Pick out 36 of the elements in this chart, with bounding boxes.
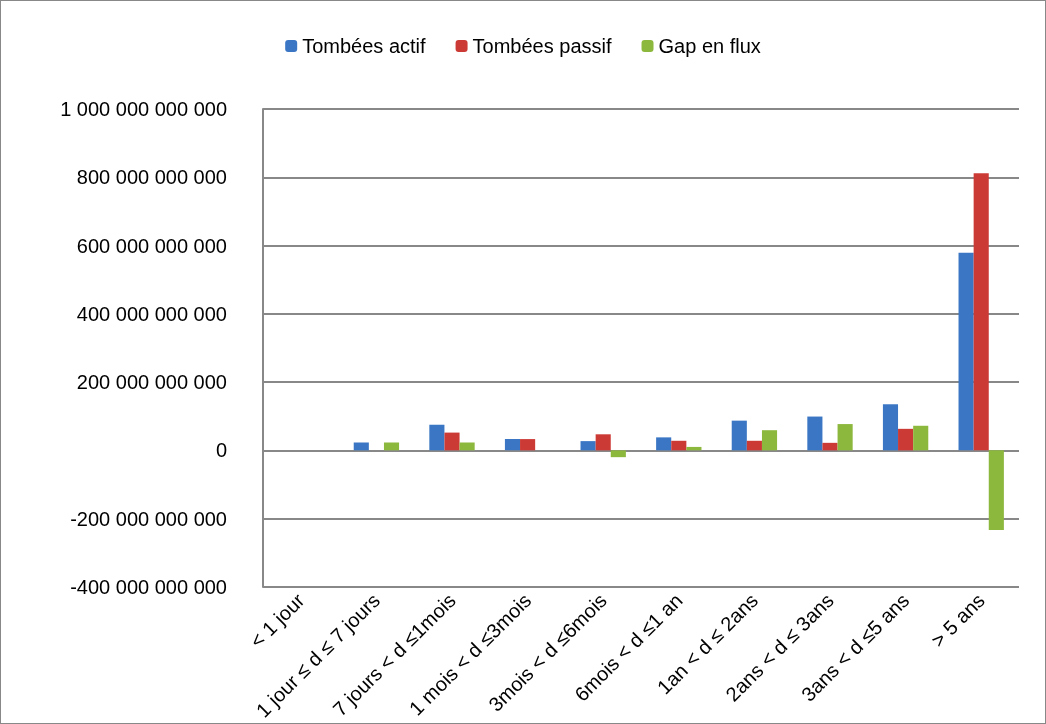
bar [671,440,687,451]
bar [580,441,596,451]
y-tick-label: 800 000 000 000 [76,166,227,189]
bar [761,430,778,451]
y-tick-label: -200 000 000 000 [70,507,227,530]
bar [383,442,400,451]
bar [807,416,823,451]
y-tick-label: 600 000 000 000 [76,234,227,257]
bar [837,424,853,451]
bar [913,425,929,451]
y-tick-label: 1 000 000 000 000 [60,98,227,120]
bar [520,439,536,451]
bar [353,442,369,451]
bar [504,439,521,451]
y-tick-label: 0 [215,439,227,462]
legend-label: Tombées actif [302,35,427,57]
bar [746,440,762,451]
bar [429,424,445,451]
x-tick-label: > 5 ans [926,589,989,652]
bar [731,420,747,451]
bar [898,428,914,451]
y-tick-label: -400 000 000 000 [70,575,227,598]
bar [595,434,611,451]
bar [973,173,989,451]
legend-label: Tombées passif [472,35,612,57]
bar [610,450,626,458]
legend-label: Gap en flux [658,35,761,57]
y-tick-label: 200 000 000 000 [76,371,227,394]
bar [988,450,1004,530]
bar [882,404,899,451]
bar [958,252,974,451]
bar [656,437,672,451]
bar [459,442,475,451]
y-tick-label: 400 000 000 000 [76,302,227,325]
bar [444,432,460,451]
bar [822,442,838,451]
